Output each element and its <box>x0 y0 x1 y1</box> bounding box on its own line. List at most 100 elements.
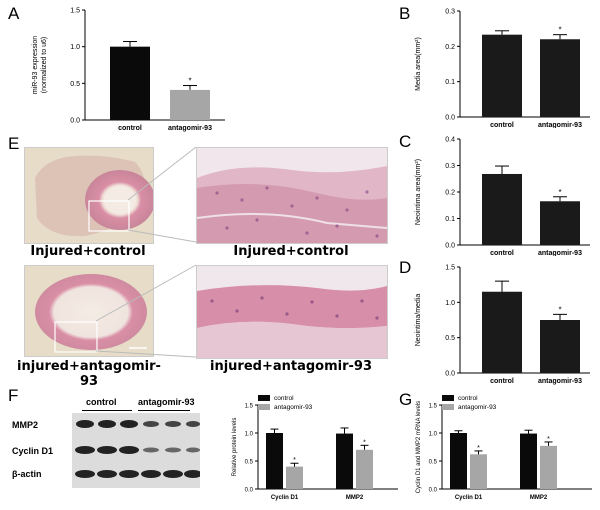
y-tick-label: 0.0 <box>445 371 455 378</box>
panel-label-f: F <box>8 386 19 405</box>
legend-label: antagomir-93 <box>458 404 497 411</box>
bar <box>540 201 580 245</box>
panel-label-b: B <box>399 4 411 23</box>
significance-marker: * <box>558 26 561 35</box>
y-axis-label: Neointima/media <box>415 294 422 347</box>
bar <box>540 445 557 489</box>
caption-injured-control-low: Injured+control <box>30 244 146 259</box>
y-tick-label: 0.5 <box>445 335 455 342</box>
y-tick-label: 1.5 <box>70 8 80 15</box>
y-axis-label: Media area(mm²) <box>415 37 422 91</box>
y-tick-label: 0.2 <box>445 44 455 51</box>
x-tick-label: antagomir-93 <box>538 378 582 385</box>
panel-label-d: D <box>399 258 412 277</box>
western-blot-image <box>72 413 200 488</box>
significance-marker: * <box>363 439 366 446</box>
caption-antagomir-low: injured+antagomir-93 <box>17 359 161 389</box>
y-tick-label: 0.3 <box>445 9 455 16</box>
y-tick-label: 1.0 <box>445 300 455 307</box>
bar <box>450 433 467 489</box>
y-tick-label: 0.0 <box>429 488 438 494</box>
blot-row-mmp2: MMP2 <box>12 420 39 430</box>
significance-marker: * <box>477 445 480 452</box>
y-axis-label: (normalized to u6) <box>41 37 48 93</box>
y-tick-label: 0.0 <box>245 488 254 494</box>
y-tick-label: 0.5 <box>429 460 438 466</box>
legend-swatch <box>442 395 454 401</box>
bar <box>520 433 537 489</box>
bar <box>540 320 580 373</box>
x-tick-label: control <box>490 378 514 385</box>
panel-label-c: C <box>399 132 412 151</box>
x-tick-label: MMP2 <box>530 495 548 501</box>
y-tick-label: 1.5 <box>245 404 254 410</box>
caption-injured-control-high: Injured+control <box>233 244 349 259</box>
bar <box>482 291 522 373</box>
x-tick-label: Cyclin D1 <box>455 495 483 501</box>
y-tick-label: 0.4 <box>445 137 455 144</box>
bar <box>266 433 283 489</box>
chart-f: 0.0 0.5 1.0 1.5 Relative protein levels * Cycl… <box>232 395 398 501</box>
y-axis-label: Cyclin D1 and MMP2 mRNA levels <box>416 401 422 493</box>
x-tick-label: antagomir-93 <box>168 125 212 132</box>
micrograph-antagomir-low <box>24 265 154 357</box>
bar <box>170 89 210 120</box>
y-tick-label: 1.0 <box>429 432 438 438</box>
y-tick-label: 1.0 <box>70 44 80 51</box>
blot-group-control: control <box>86 397 117 407</box>
y-tick-label: 1.5 <box>445 265 455 272</box>
micrograph-control-high <box>196 147 388 244</box>
panel-label-g: G <box>399 390 413 409</box>
chart-a: 0.0 0.5 1.0 1.5 miR-93 expression (normalized… <box>32 8 225 132</box>
blot-row-cyclin: Cyclin D1 <box>12 446 54 456</box>
panel-label-e: E <box>8 134 20 153</box>
blot-row-actin: β-actin <box>12 469 42 479</box>
significance-marker: * <box>547 436 550 443</box>
chart-b: 0.0 0.1 0.2 0.3 Media area(mm²) control * antag… <box>415 9 590 128</box>
micrograph-control-low <box>24 147 154 244</box>
y-tick-label: 0.0 <box>70 118 80 125</box>
y-tick-label: 1.5 <box>429 404 438 410</box>
blot-control-line <box>82 410 132 411</box>
x-tick-label: antagomir-93 <box>538 250 582 256</box>
legend-label: antagomir-93 <box>274 404 313 411</box>
chart-g: 0.0 0.5 1.0 1.5 Cyclin D1 and MMP2 mRNA leve… <box>416 395 592 501</box>
blot-antagomir-line <box>138 410 190 411</box>
bar <box>540 39 580 118</box>
y-tick-label: 0.2 <box>445 190 455 197</box>
bar <box>286 466 303 489</box>
legend-swatch <box>258 404 270 410</box>
x-tick-label: MMP2 <box>346 495 364 501</box>
legend-label: control <box>458 395 478 402</box>
x-tick-label: control <box>118 125 142 132</box>
significance-marker: * <box>558 188 561 197</box>
y-tick-label: 0.0 <box>445 115 455 122</box>
significance-marker: * <box>188 77 191 86</box>
bar <box>482 173 522 245</box>
panel-label-a: A <box>8 4 20 23</box>
significance-marker: * <box>293 457 296 464</box>
x-tick-label: Cyclin D1 <box>271 495 299 501</box>
chart-d: 0.0 0.5 1.0 1.5 Neointima/media control * antag… <box>415 265 590 385</box>
bar <box>110 46 150 120</box>
y-tick-label: 1.0 <box>245 432 254 438</box>
y-axis-label: miR-93 expression <box>32 36 39 94</box>
y-tick-label: 0.5 <box>245 460 254 466</box>
bar <box>482 34 522 117</box>
bar <box>470 454 487 489</box>
y-axis-label: Relative protein levels <box>232 418 238 477</box>
blot-group-antagomir: antagomir-93 <box>138 397 195 407</box>
y-tick-label: 0.0 <box>445 243 455 250</box>
legend-swatch <box>258 395 270 401</box>
caption-antagomir-high: injured+antagomir-93 <box>210 359 372 374</box>
bar <box>356 449 373 489</box>
y-tick-label: 0.1 <box>445 79 455 86</box>
x-tick-label: antagomir-93 <box>538 122 582 128</box>
x-tick-label: control <box>490 122 514 128</box>
y-tick-label: 0.1 <box>445 216 455 223</box>
legend-swatch <box>442 404 454 410</box>
y-tick-label: 0.5 <box>70 81 80 88</box>
micrograph-antagomir-high <box>196 265 388 359</box>
y-tick-label: 0.3 <box>445 163 455 170</box>
y-axis-label: Neointima area(mm²) <box>415 159 422 225</box>
